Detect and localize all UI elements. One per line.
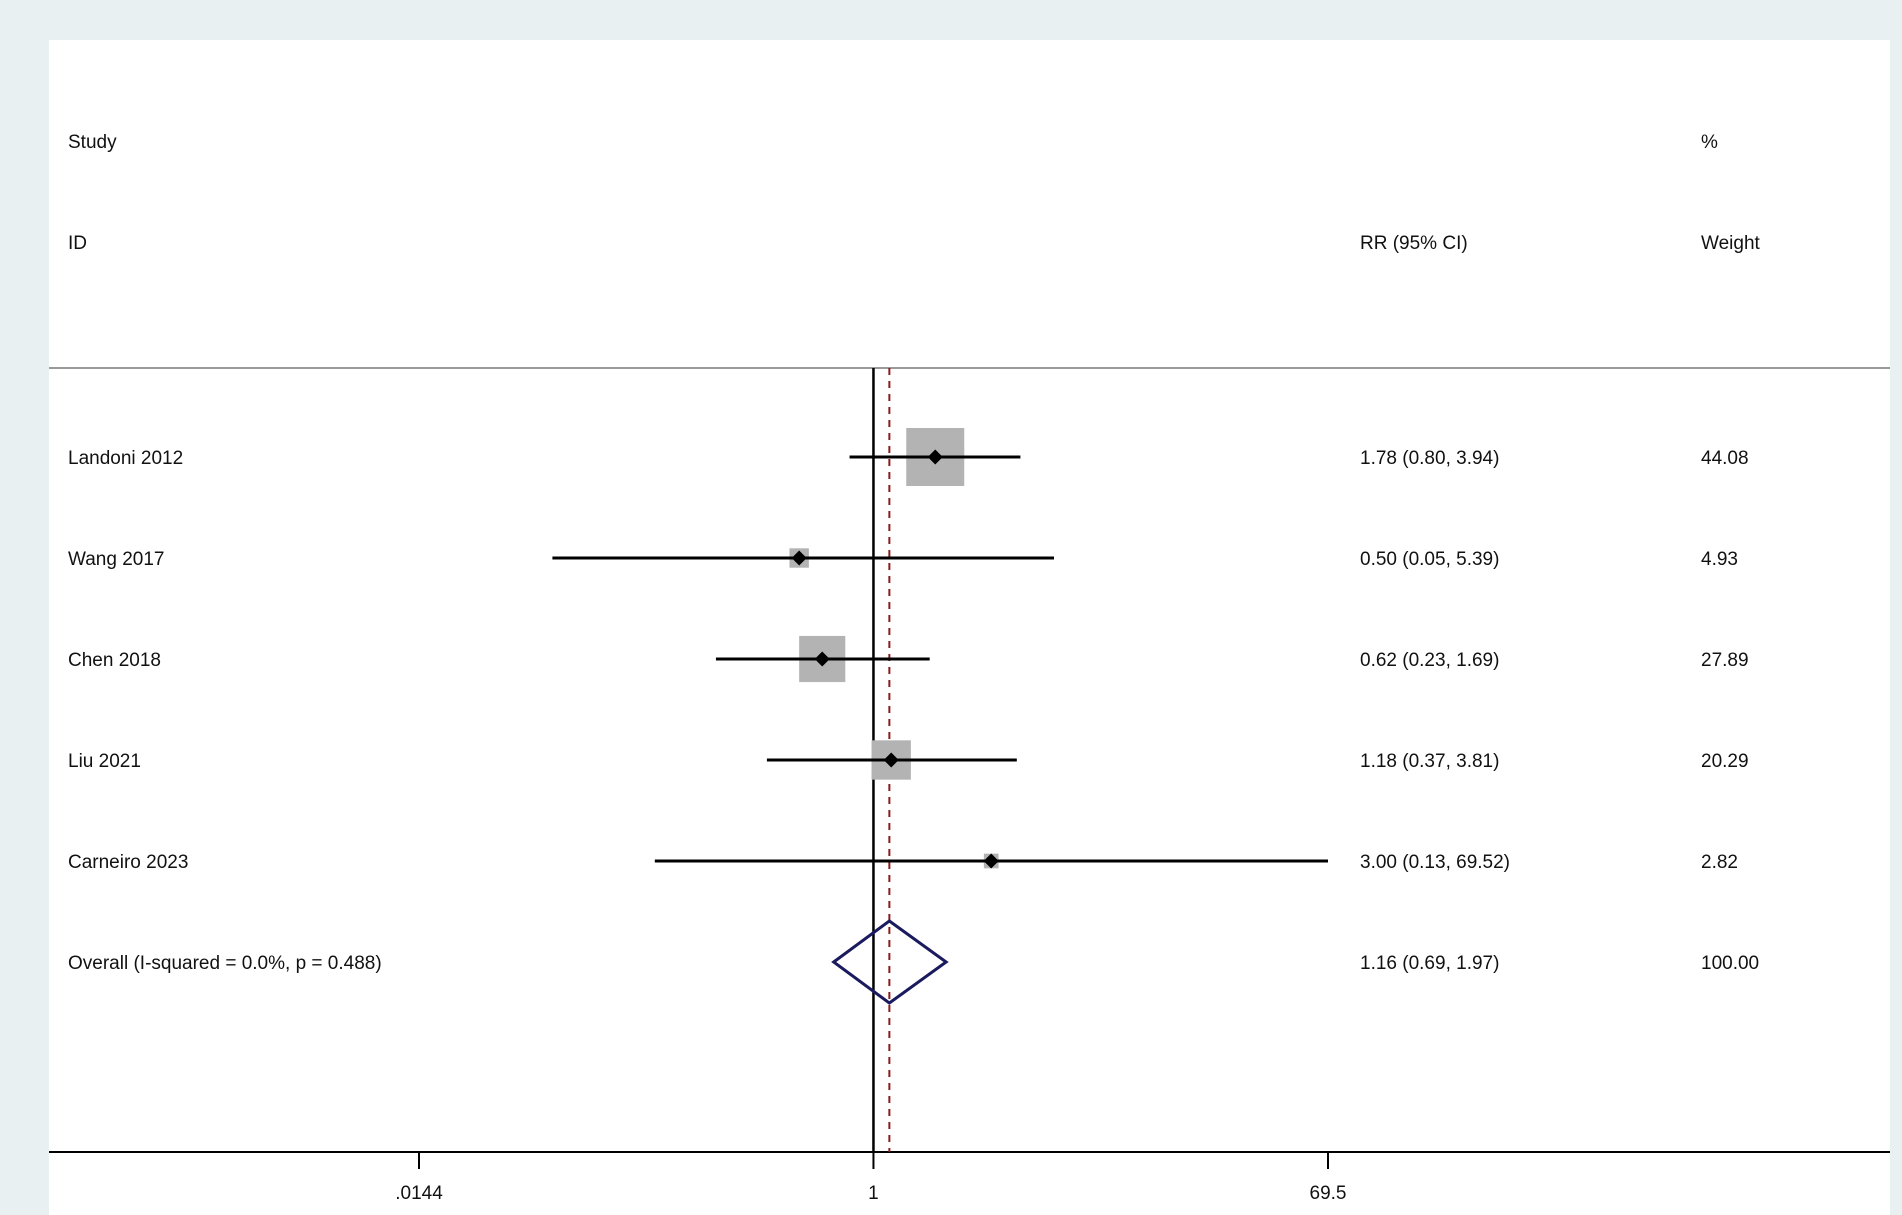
x-tick-label: .0144 (395, 1183, 443, 1204)
study-label: Wang 2017 (68, 549, 164, 570)
overall-diamond (831, 919, 949, 1005)
overall-weight-text: 100.00 (1701, 953, 1759, 974)
study-estimate-text: 0.62 (0.23, 1.69) (1360, 650, 1499, 671)
overall-label: Overall (I-squared = 0.0%, p = 0.488) (68, 953, 382, 974)
plot-area: Study ID RR (95% CI) % Weight Landoni 20… (49, 40, 1890, 1215)
header-id: ID (68, 233, 87, 254)
study-estimate-text: 1.78 (0.80, 3.94) (1360, 448, 1499, 469)
x-axis-ticks: .0144 1 69.5 (395, 1152, 1346, 1204)
header-study: Study (68, 132, 117, 153)
forest-plot: Study ID RR (95% CI) % Weight Landoni 20… (49, 132, 1890, 1204)
point-estimate (983, 853, 999, 869)
study-rows: Landoni 2012 1.78 (0.80, 3.94) 44.08 Wang 2… (68, 428, 1749, 873)
study-label: Carneiro 2023 (68, 852, 188, 873)
plot-frame: Study ID RR (95% CI) % Weight Landoni 20… (12, 12, 1890, 1215)
study-estimate-text: 1.18 (0.37, 3.81) (1360, 751, 1499, 772)
header-estimate: RR (95% CI) (1360, 233, 1468, 254)
study-weight-text: 4.93 (1701, 549, 1738, 570)
study-label: Chen 2018 (68, 650, 161, 671)
point-estimate (791, 550, 807, 566)
header-weight-pct: % (1701, 132, 1718, 153)
study-weight-text: 20.29 (1701, 751, 1749, 772)
study-weight-text: 27.89 (1701, 650, 1749, 671)
study-label: Landoni 2012 (68, 448, 183, 469)
header-weight: Weight (1701, 233, 1761, 254)
overall-estimate-text: 1.16 (0.69, 1.97) (1360, 953, 1499, 974)
study-weight-text: 44.08 (1701, 448, 1749, 469)
study-label: Liu 2021 (68, 751, 141, 772)
x-tick-label: 1 (868, 1183, 879, 1204)
study-weight-text: 2.82 (1701, 852, 1738, 873)
point-estimate (927, 449, 943, 465)
x-tick-label: 69.5 (1310, 1183, 1347, 1204)
study-estimate-text: 0.50 (0.05, 5.39) (1360, 549, 1499, 570)
point-estimate (814, 651, 830, 667)
study-estimate-text: 3.00 (0.13, 69.52) (1360, 852, 1510, 873)
point-estimate (883, 752, 899, 768)
overall-row: Overall (I-squared = 0.0%, p = 0.488) 1.1… (68, 919, 1759, 1005)
